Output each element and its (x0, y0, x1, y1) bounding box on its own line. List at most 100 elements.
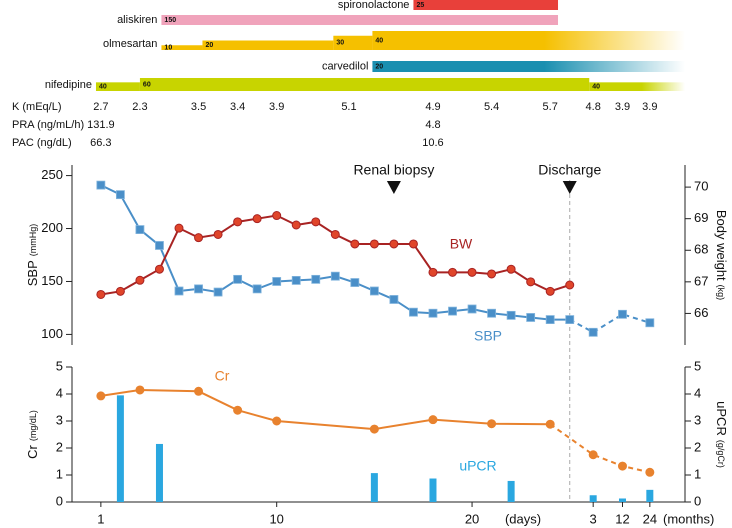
annotation-marker (386, 181, 401, 194)
y2-tick-label: 5 (694, 358, 701, 373)
marker (115, 190, 125, 200)
marker (526, 313, 536, 322)
marker (350, 278, 360, 287)
marker (115, 286, 125, 296)
marker (448, 306, 457, 316)
x-unit-days: (days) (505, 511, 541, 526)
marker (350, 239, 360, 249)
y-tick-label: 3 (56, 412, 63, 427)
series-line-dashed (549, 423, 651, 474)
marker (487, 308, 496, 318)
y-tick-label: 0 (56, 493, 63, 508)
x-tick-label: 3 (590, 511, 597, 526)
bar (507, 480, 515, 502)
marker (291, 276, 301, 285)
x-tick-label: 1 (97, 511, 104, 526)
lab-value: 66.3 (90, 137, 111, 149)
marker (135, 275, 145, 285)
lab-value: 5.7 (543, 101, 558, 113)
lab-value: 2.7 (93, 101, 108, 113)
lab-value: 2.3 (132, 101, 147, 113)
marker (369, 239, 379, 249)
lab-label: K (mEq/L) (12, 101, 62, 113)
marker (428, 308, 438, 318)
y-axis-label: Cr(mg/dL) (25, 410, 40, 459)
lab-value: 3.9 (615, 101, 630, 113)
y2-tick-label: 67 (694, 273, 708, 288)
lab-value: 5.1 (341, 101, 356, 113)
drug-bar (95, 82, 140, 91)
series-line (100, 214, 571, 296)
marker (272, 416, 282, 426)
marker (233, 405, 243, 415)
y-tick-label: 1 (56, 466, 63, 481)
annotation-marker (562, 181, 577, 194)
series-label: Cr (215, 368, 230, 384)
marker (428, 267, 438, 277)
marker (135, 385, 145, 395)
x-tick-label: 12 (615, 511, 629, 526)
marker (389, 239, 399, 249)
marker (96, 391, 106, 401)
y-axis-label: SBP(mmHg) (25, 224, 40, 287)
marker (545, 419, 555, 429)
marker (194, 386, 204, 396)
y-tick-label: 4 (56, 385, 63, 400)
y-tick-label: 150 (41, 273, 63, 288)
lab-value: 5.4 (484, 101, 499, 113)
marker (213, 287, 223, 297)
drug-name: spironolactone (338, 0, 410, 11)
x-tick-label: 24 (643, 511, 657, 526)
drug-bar (413, 0, 559, 10)
lab-value: 3.5 (191, 101, 206, 113)
series-line (100, 388, 551, 431)
marker (645, 467, 655, 477)
lab-label: PAC (ng/dL) (12, 137, 72, 149)
marker (565, 280, 575, 290)
y2-tick-label: 69 (694, 210, 708, 225)
drug-name: carvedilol (322, 60, 368, 72)
marker (369, 286, 379, 296)
bar (155, 443, 163, 502)
x-unit-months: (months) (663, 511, 714, 526)
marker (467, 267, 477, 277)
marker (311, 274, 321, 284)
lab-value: 3.9 (642, 101, 657, 113)
bar (429, 478, 437, 502)
bar (589, 495, 597, 502)
series-label: BW (450, 236, 473, 252)
drug-dose: 150 (164, 17, 176, 24)
y2-axis-label: Body weight(kg) (714, 210, 729, 300)
lab-value: 4.8 (425, 119, 440, 131)
drug-bar (139, 78, 590, 91)
marker (174, 223, 184, 233)
drug-dose: 40 (99, 84, 107, 91)
marker (291, 220, 301, 230)
marker (588, 450, 598, 460)
y-tick-label: 250 (41, 167, 63, 182)
drug-bar (333, 35, 373, 50)
marker (526, 277, 536, 287)
y2-tick-label: 0 (694, 493, 701, 508)
marker (330, 271, 340, 281)
series-line (100, 184, 570, 321)
annotation-label: Renal biopsy (353, 162, 434, 178)
bar (618, 498, 626, 502)
marker (369, 424, 379, 434)
drug-name: olmesartan (103, 38, 157, 50)
y2-tick-label: 3 (694, 412, 701, 427)
marker (311, 217, 321, 227)
series-line-dashed (569, 313, 651, 334)
y2-tick-label: 70 (694, 179, 708, 194)
drug-name: aliskiren (117, 14, 157, 26)
marker (487, 419, 497, 429)
y2-tick-label: 1 (694, 466, 701, 481)
drug-dose: 60 (143, 81, 151, 88)
drug-bar (161, 45, 203, 50)
drug-dose: 10 (164, 44, 172, 51)
marker (448, 267, 458, 277)
drug-dose: 20 (375, 63, 383, 70)
marker (618, 309, 627, 319)
lab-value: 10.6 (422, 137, 443, 149)
marker (617, 461, 627, 471)
